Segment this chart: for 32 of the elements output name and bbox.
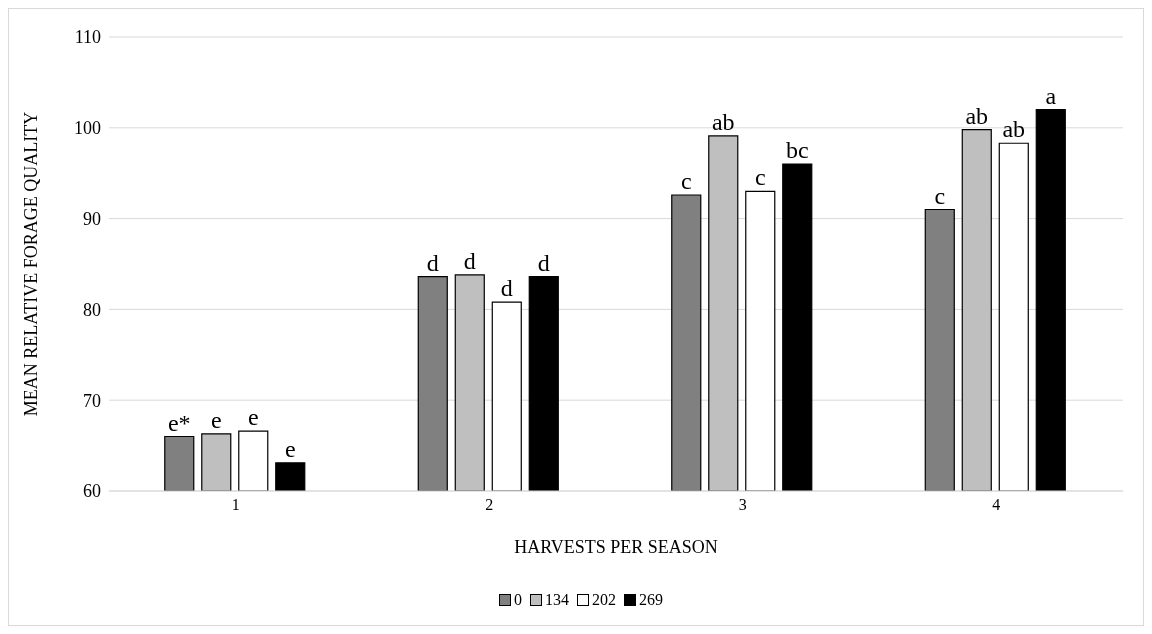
- data-label: ab: [965, 102, 989, 129]
- data-label: d: [426, 249, 439, 276]
- x-axis-title: HARVESTS PER SEASON: [514, 537, 718, 557]
- data-label: c: [934, 182, 946, 209]
- data-label: bc: [785, 137, 809, 164]
- y-tick-label: 110: [74, 27, 101, 48]
- legend-label: 202: [592, 591, 616, 609]
- y-axis-title: MEAN RELATIVE FORAGE QUALITY: [21, 111, 42, 417]
- y-tick-label: 90: [83, 208, 101, 229]
- data-label: ab: [711, 108, 735, 135]
- legend-label: 269: [639, 591, 663, 609]
- y-tick-label: 80: [83, 299, 101, 320]
- data-label: d: [463, 247, 476, 274]
- data-label: d: [537, 249, 550, 276]
- data-label: e: [210, 406, 222, 433]
- data-label: c: [680, 167, 692, 194]
- legend-label: 0: [514, 591, 522, 609]
- data-label: a: [1045, 82, 1057, 109]
- x-tick-label: 4: [992, 496, 1001, 514]
- x-tick-label: 1: [231, 496, 240, 514]
- y-tick-label: 70: [83, 390, 101, 411]
- legend-label: 134: [545, 591, 569, 609]
- y-tick-label: 60: [83, 481, 101, 502]
- x-tick-label: 2: [485, 496, 494, 514]
- data-label: ab: [1002, 116, 1026, 143]
- data-label: d: [500, 275, 513, 302]
- data-label: c: [754, 164, 766, 191]
- data-label: e*: [167, 409, 191, 436]
- data-label: e: [247, 404, 259, 431]
- data-label: e: [284, 435, 296, 462]
- y-tick-label: 100: [74, 118, 101, 139]
- x-tick-label: 3: [738, 496, 747, 514]
